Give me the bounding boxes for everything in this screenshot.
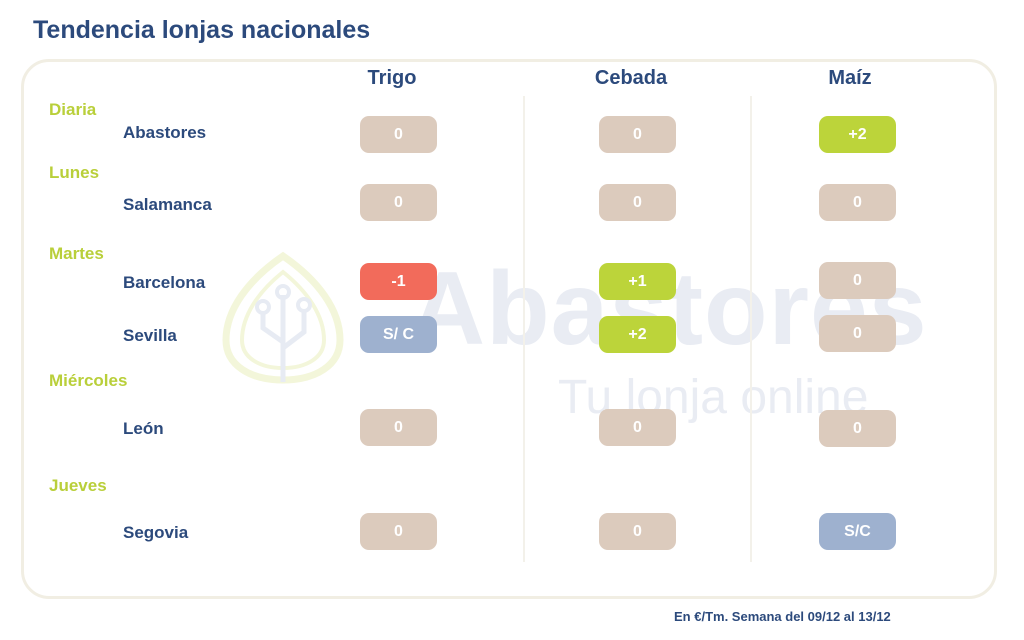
market-name: Segovia [123, 523, 189, 542]
trend-value-pill: 0 [599, 513, 676, 550]
trend-value-pill: S/ C [360, 316, 437, 353]
market-name: Sevilla [123, 326, 177, 345]
column-divider [750, 96, 752, 562]
trend-value-pill: 0 [819, 410, 896, 447]
trend-value-pill: 0 [599, 409, 676, 446]
units-footnote: En €/Tm. Semana del 09/12 al 13/12 [674, 609, 891, 624]
day-label: Martes [49, 244, 104, 263]
trend-value-pill: 0 [819, 262, 896, 299]
column-header-maiz: Maíz [828, 67, 872, 89]
trend-value-pill: +2 [599, 316, 676, 353]
day-label: Lunes [49, 163, 100, 182]
market-name: Abastores [123, 123, 207, 142]
trend-value-pill: S/C [819, 513, 896, 550]
market-name: Salamanca [123, 195, 212, 214]
column-header-trigo: Trigo [367, 67, 417, 89]
page-title: Tendencia lonjas nacionales [33, 16, 371, 44]
trend-value-pill: 0 [360, 184, 437, 221]
trend-value-pill: +1 [599, 263, 676, 300]
day-label: Diaria [49, 100, 97, 119]
trend-value-pill: 0 [360, 513, 437, 550]
trend-value-pill: 0 [599, 184, 676, 221]
column-header-cebada: Cebada [594, 67, 668, 89]
market-name: Barcelona [123, 273, 206, 292]
day-label: Miércoles [49, 371, 128, 390]
column-divider [523, 96, 525, 562]
trend-value-pill: 0 [819, 315, 896, 352]
market-name: León [123, 419, 164, 438]
trend-value-pill: 0 [599, 116, 676, 153]
trend-value-pill: 0 [360, 116, 437, 153]
trend-value-pill: +2 [819, 116, 896, 153]
trend-value-pill: -1 [360, 263, 437, 300]
trend-value-pill: 0 [819, 184, 896, 221]
day-label: Jueves [49, 476, 107, 495]
trend-value-pill: 0 [360, 409, 437, 446]
